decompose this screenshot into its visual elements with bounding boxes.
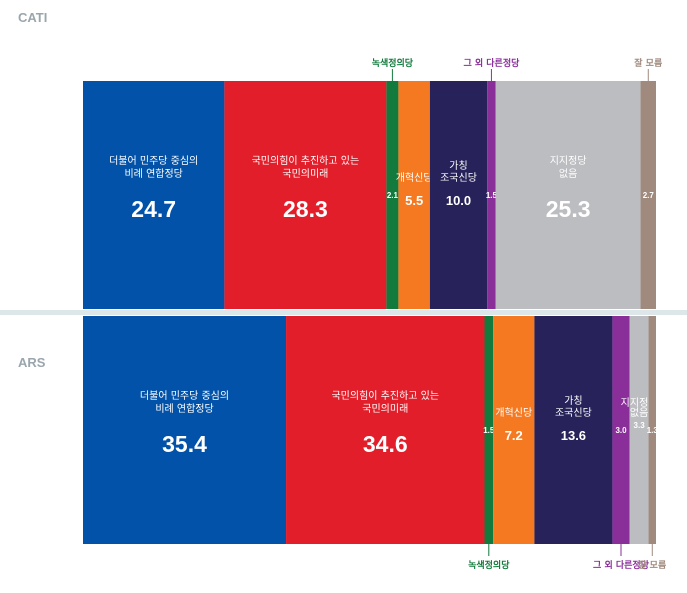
bar-ars-other-name: 그 외 다른정당 xyxy=(593,559,650,571)
bar-ars-minjoo-name-line-2: 비례 연합정당 xyxy=(155,403,213,415)
bar-ars-green-value: 1.5 xyxy=(483,426,495,435)
bar-cati-reform-name-line-1: 개혁신당 xyxy=(396,172,433,184)
bar-ars-reform-name-line-1: 개혁신당 xyxy=(495,407,532,419)
bar-cati-ppp-value: 28.3 xyxy=(283,196,328,222)
bar-ars-ppp xyxy=(286,316,485,544)
panel-divider xyxy=(0,310,687,315)
bar-cati-cho-name-line-1: 가칭 xyxy=(449,160,467,172)
bar-ars-none-name-line-2: 없음 xyxy=(630,406,648,419)
bar-ars-ppp-value: 34.6 xyxy=(363,431,408,457)
bar-cati-dontknow xyxy=(640,81,656,309)
bar-cati-cho-value: 10.0 xyxy=(446,193,471,208)
bar-cati-none-value: 25.3 xyxy=(546,196,591,222)
bar-cati-minjoo-name-line-1: 더불어 민주당 중심의 xyxy=(109,155,198,167)
bar-cati-cho-name-line-2: 조국신당 xyxy=(440,172,477,184)
bar-ars-minjoo-value: 35.4 xyxy=(162,431,207,457)
bar-cati-minjoo-value: 24.7 xyxy=(131,196,176,222)
bar-ars-cho xyxy=(534,316,613,544)
bar-cati-reform xyxy=(398,81,430,309)
bar-cati-minjoo xyxy=(83,81,225,309)
bar-ars-dontknow-name: 잘 모름 xyxy=(638,559,666,571)
bar-ars-minjoo xyxy=(83,316,287,544)
bar-ars-green xyxy=(484,316,494,544)
bar-cati-none-name-line-2: 없음 xyxy=(559,167,577,180)
bar-cati-other-value: 1.5 xyxy=(486,191,498,200)
bar-ars-ppp-name-line-2: 국민의미래 xyxy=(362,403,408,415)
bar-ars-other-value: 3.0 xyxy=(615,426,627,435)
bar-cati-ppp-name-line-2: 국민의미래 xyxy=(282,168,328,180)
bar-ars-cho-name-line-1: 가칭 xyxy=(564,395,582,407)
bar-cati-other-name: 그 외 다른정당 xyxy=(463,57,520,69)
panel-label-ars: ARS xyxy=(18,355,46,370)
bar-cati-minjoo-name-line-2: 비례 연합정당 xyxy=(124,168,182,180)
bar-cati-other xyxy=(487,81,496,309)
bar-ars-reform-value: 7.2 xyxy=(505,428,523,443)
bar-ars-none-value: 3.3 xyxy=(634,421,646,430)
bar-cati-green xyxy=(386,81,399,309)
bar-cati-dontknow-name: 잘 모름 xyxy=(634,57,662,69)
bar-cati-ppp xyxy=(224,81,387,309)
bar-ars-cho-value: 13.6 xyxy=(561,428,586,443)
bar-ars-green-name: 녹색정의당 xyxy=(468,559,510,571)
bar-ars-minjoo-name-line-1: 더불어 민주당 중심의 xyxy=(140,390,229,402)
bar-ars-dontknow-value: 1.3 xyxy=(647,426,659,435)
bar-ars-other xyxy=(612,316,630,544)
panel-label-cati: CATI xyxy=(18,10,47,25)
bar-cati-none xyxy=(495,81,641,309)
bar-cati-none-name-line-1: 지지정당 xyxy=(550,155,587,167)
bar-cati-dontknow-value: 2.7 xyxy=(643,191,655,200)
bar-ars-none-name-line-1: 지지정당 xyxy=(621,397,658,409)
bar-cati-green-value: 2.1 xyxy=(387,191,399,200)
bar-ars-cho-name-line-2: 조국신당 xyxy=(555,407,592,419)
bar-cati-ppp-name-line-1: 국민의힘이 추진하고 있는 xyxy=(252,154,360,167)
bar-ars-none xyxy=(629,316,649,544)
bar-ars-reform xyxy=(493,316,535,544)
bar-cati-green-name: 녹색정의당 xyxy=(372,57,414,69)
bar-ars-dontknow xyxy=(648,316,656,544)
bar-ars-ppp-name-line-1: 국민의힘이 추진하고 있는 xyxy=(331,389,439,402)
bar-cati-cho xyxy=(429,81,488,309)
bar-cati-reform-value: 5.5 xyxy=(405,193,423,208)
